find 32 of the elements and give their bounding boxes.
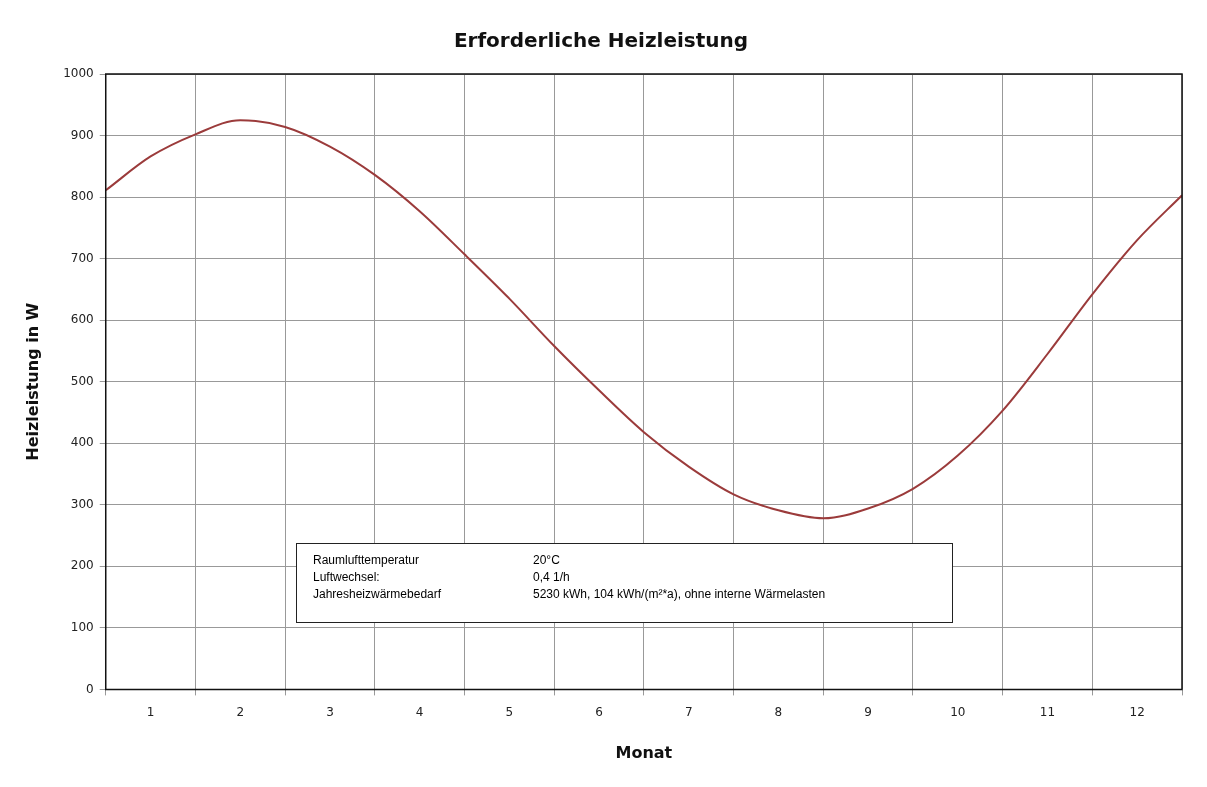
annotation: 0,4 1/h [533,569,570,586]
y-tick-label: 500 [70,373,94,388]
y-tick-label: 0 [86,681,94,696]
x-tick-label: 2 [236,704,245,719]
annotation: 5230 kWh, 104 kWh/(m²*a), ohne interne Wärmelasten [533,586,826,603]
x-tick-label: 12 [1129,704,1145,719]
y-tick-label: 200 [70,558,94,573]
x-tick-label: 10 [950,704,966,719]
y-axis-title: Heizleistung in W [22,302,42,461]
x-tick-label: 6 [595,704,603,719]
y-tick-label: 600 [70,312,94,327]
chart-title: Erforderliche Heizleistung [453,28,749,53]
y-tick-label: 400 [70,435,94,450]
annotation: 20°C [533,552,560,569]
annotation: Raumlufttemperatur [313,552,421,569]
x-tick-label: 1 [146,704,155,719]
x-axis-title: Monat [615,742,673,762]
y-tick-label: 300 [70,496,94,511]
y-tick-label: 700 [70,250,94,265]
x-tick-label: 8 [774,704,783,719]
x-tick-label: 5 [505,704,514,719]
y-tick-label: 800 [70,189,94,204]
y-tick-label: 1000 [63,66,94,81]
annotation: Luftwechsel: [313,569,381,586]
x-tick-label: 3 [326,704,334,719]
x-tick-label: 7 [684,704,693,719]
x-tick-label: 9 [864,704,872,719]
x-tick-label: 4 [415,704,424,719]
x-tick-label: 11 [1039,704,1056,719]
y-tick-label: 100 [70,619,94,634]
annotation: Jahresheizwärmebedarf [313,586,443,603]
y-tick-label: 900 [70,127,94,142]
